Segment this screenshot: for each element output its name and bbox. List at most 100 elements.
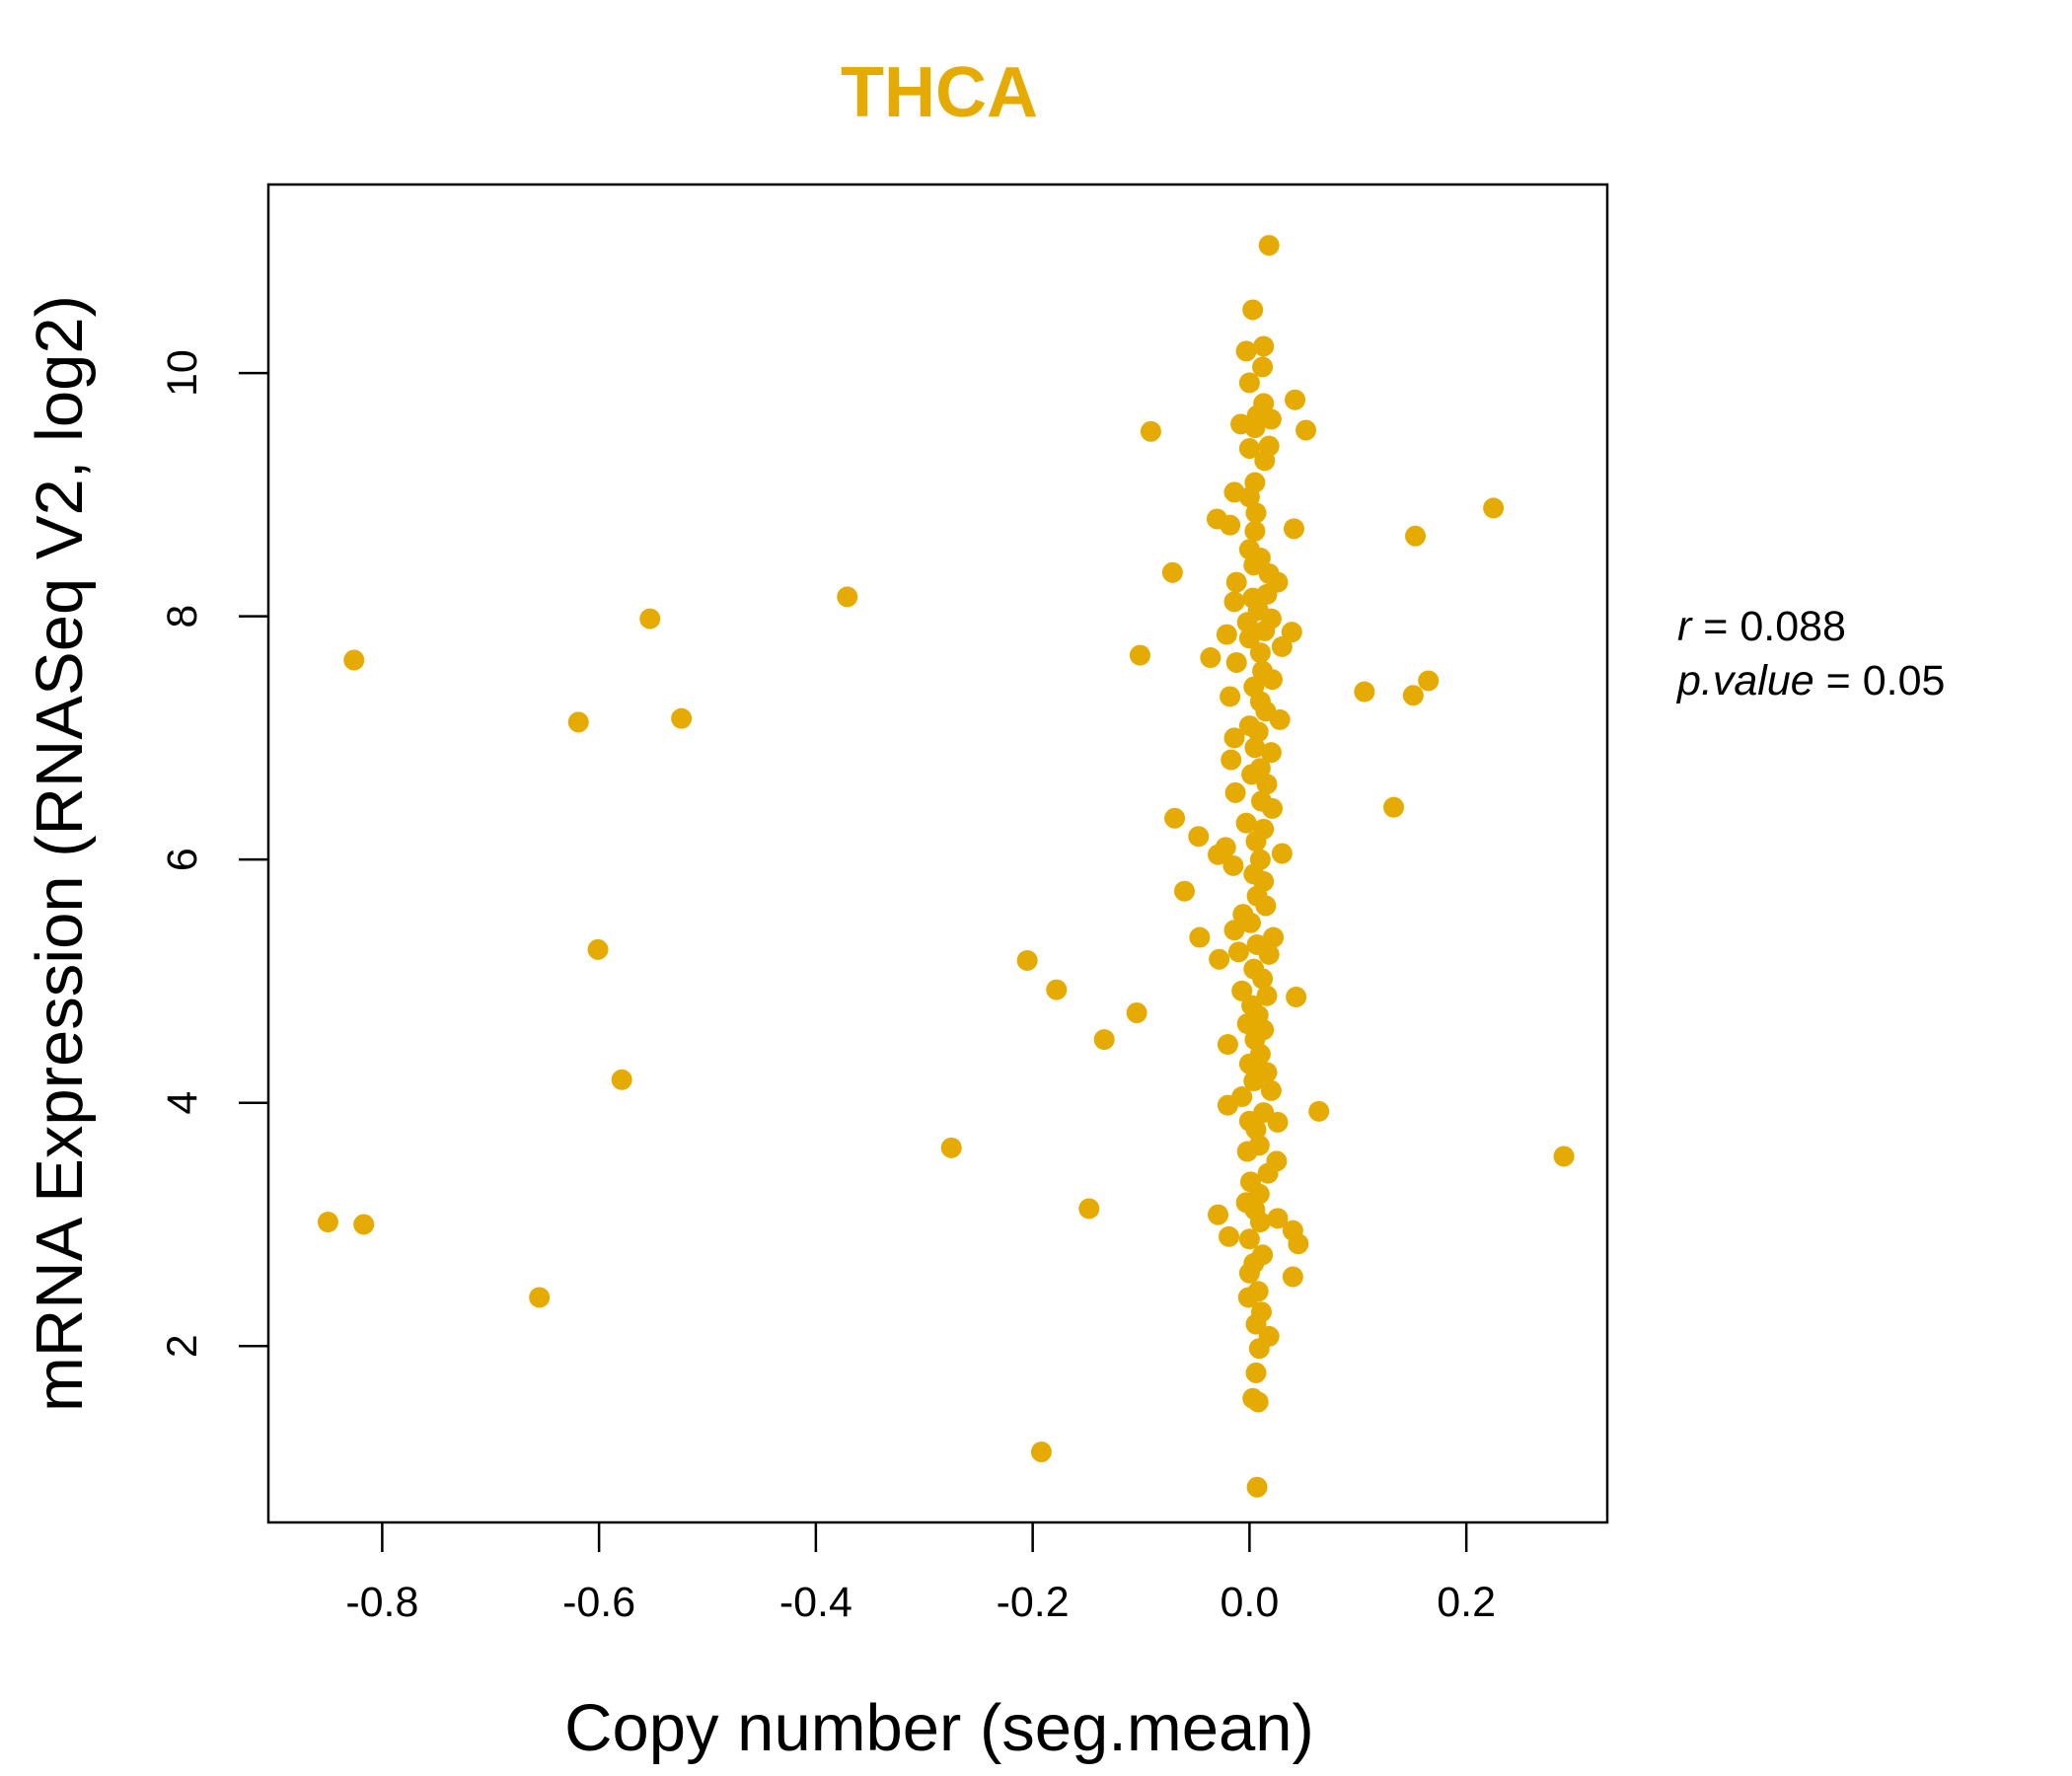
data-point bbox=[1238, 372, 1260, 394]
data-point bbox=[1238, 1228, 1260, 1250]
y-axis-label: mRNA Expression (RNASeq V2, log2) bbox=[23, 295, 97, 1412]
data-point bbox=[1238, 486, 1260, 508]
data-point bbox=[1241, 764, 1263, 785]
x-tick-label: 0.2 bbox=[1437, 1579, 1496, 1626]
r-label: r bbox=[1677, 603, 1693, 650]
data-point bbox=[1248, 1338, 1270, 1360]
data-point bbox=[1129, 644, 1150, 666]
data-point bbox=[1225, 651, 1247, 673]
data-point bbox=[1220, 514, 1241, 536]
data-point bbox=[1553, 1146, 1575, 1167]
data-point bbox=[837, 586, 858, 608]
data-point bbox=[1288, 1233, 1309, 1255]
data-point bbox=[1271, 843, 1293, 864]
data-point bbox=[1483, 497, 1505, 519]
data-point bbox=[1254, 450, 1276, 472]
data-point bbox=[1252, 968, 1274, 990]
data-point bbox=[1245, 831, 1267, 852]
y-tick-label: 6 bbox=[159, 848, 206, 871]
data-point bbox=[1126, 1001, 1147, 1023]
data-point bbox=[1242, 299, 1264, 321]
data-point bbox=[353, 1214, 375, 1235]
data-point bbox=[671, 707, 693, 729]
data-point bbox=[940, 1137, 962, 1158]
data-point bbox=[1239, 912, 1261, 933]
data-point bbox=[1247, 1391, 1269, 1413]
data-point bbox=[1223, 920, 1245, 941]
data-point bbox=[1244, 520, 1266, 542]
data-point bbox=[1258, 235, 1280, 257]
data-point bbox=[1256, 985, 1278, 1006]
data-point bbox=[1252, 356, 1274, 378]
data-point bbox=[1238, 438, 1260, 460]
data-point bbox=[1263, 926, 1285, 948]
data-point bbox=[1161, 561, 1183, 583]
data-point bbox=[567, 711, 589, 733]
data-point bbox=[1217, 1094, 1238, 1116]
data-point bbox=[1238, 1053, 1260, 1074]
data-point bbox=[1227, 941, 1249, 963]
data-point bbox=[1245, 1119, 1267, 1141]
data-point bbox=[1249, 1212, 1271, 1233]
data-point bbox=[1282, 1266, 1303, 1288]
data-point bbox=[1016, 949, 1038, 971]
x-tick-label: -0.4 bbox=[779, 1579, 852, 1626]
data-point bbox=[1238, 1262, 1260, 1284]
data-point bbox=[639, 608, 661, 629]
data-point bbox=[1244, 417, 1266, 439]
data-point bbox=[1236, 1013, 1258, 1035]
data-point bbox=[1208, 844, 1229, 865]
data-point bbox=[1247, 721, 1269, 743]
data-point bbox=[1245, 502, 1267, 524]
data-point bbox=[1267, 1208, 1289, 1229]
data-point bbox=[1046, 979, 1068, 1000]
chart-title: THCA bbox=[841, 53, 1038, 132]
data-point bbox=[1246, 1476, 1268, 1498]
x-tick-label: -0.6 bbox=[562, 1579, 635, 1626]
data-point bbox=[1189, 926, 1211, 948]
p-equals: = bbox=[1826, 657, 1851, 704]
data-point bbox=[1093, 1029, 1115, 1051]
data-point bbox=[1238, 628, 1260, 649]
data-point bbox=[1188, 826, 1210, 848]
data-point bbox=[1260, 1079, 1282, 1101]
data-point bbox=[1225, 571, 1247, 593]
data-point bbox=[1271, 635, 1293, 657]
data-point bbox=[1249, 642, 1271, 664]
data-point bbox=[1260, 742, 1282, 764]
data-point bbox=[1256, 774, 1278, 795]
data-point bbox=[1235, 340, 1257, 362]
x-tick-label: -0.2 bbox=[997, 1579, 1070, 1626]
plot-frame bbox=[266, 183, 1609, 1524]
data-point bbox=[1224, 781, 1246, 803]
data-point bbox=[1217, 1034, 1238, 1056]
data-point bbox=[1418, 670, 1440, 692]
y-tick-label: 8 bbox=[159, 605, 206, 629]
data-point bbox=[1245, 1362, 1267, 1383]
y-tick-label: 2 bbox=[159, 1334, 206, 1358]
data-point bbox=[1253, 335, 1275, 357]
data-point bbox=[1269, 708, 1291, 730]
data-point bbox=[1244, 737, 1266, 759]
x-tick-label: -0.8 bbox=[345, 1579, 418, 1626]
data-point bbox=[1236, 612, 1258, 633]
data-point bbox=[1383, 796, 1405, 818]
data-point bbox=[1200, 647, 1221, 669]
x-tick-label: 0.0 bbox=[1221, 1579, 1280, 1626]
data-point bbox=[1286, 986, 1307, 1007]
data-point bbox=[1208, 1204, 1229, 1225]
r-equals: = bbox=[1703, 603, 1728, 650]
x-axis-label: Copy number (seg.mean) bbox=[564, 1691, 1314, 1765]
data-point bbox=[1209, 948, 1230, 970]
data-point bbox=[1140, 420, 1161, 442]
data-point bbox=[1221, 749, 1242, 771]
y-tick-label: 4 bbox=[159, 1091, 206, 1115]
data-point bbox=[587, 938, 609, 960]
data-point bbox=[1223, 591, 1245, 613]
data-point bbox=[1405, 525, 1427, 547]
data-point bbox=[1235, 812, 1257, 834]
data-point bbox=[1164, 807, 1186, 829]
data-point bbox=[1236, 1141, 1258, 1162]
data-point bbox=[1030, 1442, 1052, 1463]
data-point bbox=[529, 1287, 551, 1308]
